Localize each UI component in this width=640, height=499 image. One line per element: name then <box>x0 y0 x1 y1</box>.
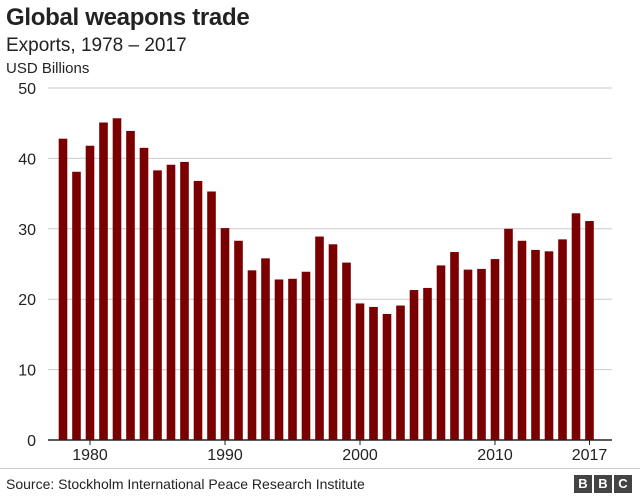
bar <box>166 164 176 440</box>
bar <box>261 258 270 440</box>
bar <box>180 161 189 441</box>
x-tick-label: 2010 <box>477 447 513 464</box>
bbc-logo-letter: C <box>614 475 632 493</box>
bar <box>558 239 567 440</box>
bar <box>477 268 486 440</box>
bar <box>234 240 243 440</box>
bar <box>490 259 500 440</box>
bbc-logo-letter: B <box>574 475 592 493</box>
bar <box>544 251 554 440</box>
x-tick-label: 2000 <box>342 447 378 464</box>
bar <box>58 138 68 441</box>
bar <box>585 221 594 440</box>
bar <box>193 180 203 441</box>
bar <box>504 228 513 440</box>
bar <box>139 147 149 440</box>
bbc-logo: B B C <box>574 475 632 493</box>
y-tick-label: 10 <box>18 363 36 380</box>
bar <box>571 213 581 440</box>
bar <box>207 191 216 440</box>
bar <box>355 303 365 440</box>
bar <box>301 271 311 440</box>
bar <box>396 305 405 440</box>
y-tick-label: 20 <box>18 292 36 309</box>
bar <box>220 228 230 440</box>
x-tick-label: 1980 <box>72 447 108 464</box>
y-tick-label: 50 <box>18 81 36 98</box>
bar <box>112 118 122 440</box>
bar <box>274 279 284 440</box>
y-tick-label: 40 <box>18 151 36 168</box>
source-note: Source: Stockholm International Peace Re… <box>6 476 365 492</box>
bar <box>288 278 297 440</box>
y-axis-units: USD Billions <box>6 60 90 77</box>
bar <box>463 269 473 440</box>
y-tick-label: 30 <box>18 222 36 239</box>
bar <box>409 290 419 440</box>
bar <box>450 252 459 440</box>
y-tick-label: 0 <box>27 433 36 450</box>
bar-chart: 0 10 20 30 40 50 1980 1990 2000 2010 2017 <box>18 81 612 464</box>
chart-title: Global weapons trade <box>6 4 250 31</box>
bar <box>531 249 540 440</box>
bar <box>72 171 81 440</box>
bbc-logo-letter: B <box>594 475 612 493</box>
bar <box>382 313 392 440</box>
bar <box>369 306 378 440</box>
x-tick-label: 1990 <box>207 447 243 464</box>
x-tick-label: 2017 <box>572 447 608 464</box>
bar <box>153 170 162 441</box>
bar <box>315 236 324 440</box>
bar <box>423 287 432 440</box>
bar <box>99 122 108 440</box>
bar <box>85 145 95 440</box>
bar <box>126 130 135 440</box>
bar <box>342 262 351 440</box>
bar <box>328 244 338 440</box>
chart-subtitle: Exports, 1978 – 2017 <box>6 35 187 56</box>
bar <box>517 240 527 440</box>
bar <box>247 270 257 440</box>
bar <box>436 265 446 440</box>
footer-divider <box>0 468 640 469</box>
